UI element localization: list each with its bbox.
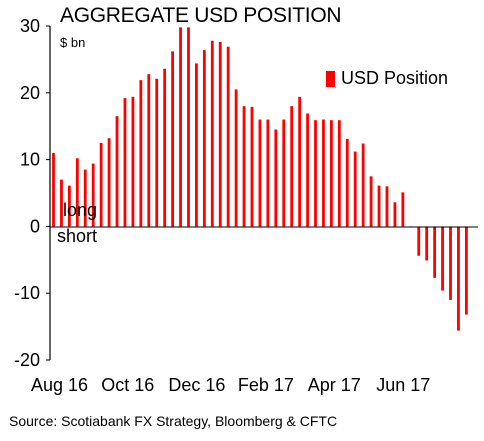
bar — [107, 138, 111, 227]
bar — [171, 51, 174, 227]
bar — [393, 202, 397, 227]
x-tick-label: Dec 16 — [168, 375, 225, 395]
bar — [179, 27, 182, 227]
bar — [330, 120, 333, 227]
bar — [441, 226, 444, 291]
bar — [91, 163, 95, 227]
x-tick-label: Aug 16 — [31, 375, 88, 395]
bar — [210, 40, 214, 227]
bar — [417, 226, 421, 256]
bar — [433, 226, 437, 278]
bar — [195, 63, 198, 227]
bar — [131, 96, 135, 227]
bar — [242, 106, 246, 227]
bar — [385, 186, 389, 227]
bar — [187, 27, 190, 227]
legend-swatch — [326, 70, 335, 87]
bar — [163, 68, 167, 227]
legend: USD Position — [326, 68, 448, 89]
bar — [226, 46, 230, 227]
bar — [449, 226, 452, 300]
bar — [234, 89, 238, 227]
bar — [139, 80, 143, 227]
bar — [361, 143, 365, 227]
source-note: Source: Scotiabank FX Strategy, Bloomber… — [9, 413, 338, 429]
bar — [464, 226, 468, 315]
bar — [202, 50, 206, 227]
bar — [322, 119, 325, 227]
bar — [99, 142, 103, 227]
bar — [306, 113, 309, 227]
bar — [60, 179, 63, 227]
legend-label: USD Position — [341, 68, 449, 88]
bar — [345, 138, 349, 227]
bar — [75, 158, 79, 227]
bar — [258, 119, 262, 227]
unit-label: $ bn — [60, 35, 86, 50]
bar — [155, 78, 159, 227]
bar — [83, 169, 87, 227]
bar — [147, 74, 151, 227]
bar — [218, 42, 222, 227]
bar — [298, 96, 302, 227]
chart-title: AGGREGATE USD POSITION — [60, 4, 342, 27]
annotation-short: short — [57, 226, 98, 246]
bar — [369, 176, 373, 227]
bar — [52, 152, 55, 227]
ticks-group: 30 20 10 0 -10 -20 Aug 16 Oct 16 Dec 16 Feb 17 Apr… — [14, 16, 430, 395]
bar — [123, 98, 127, 227]
bar — [314, 120, 317, 227]
bar — [67, 185, 71, 227]
y-tick-label: 30 — [20, 16, 40, 36]
x-tick-label: Jun 17 — [376, 375, 430, 395]
bar — [290, 106, 294, 227]
bar — [353, 151, 357, 227]
bars-group — [52, 27, 468, 331]
x-tick-label: Apr 17 — [308, 375, 361, 395]
bar — [250, 106, 254, 227]
bar — [401, 192, 405, 227]
y-tick-label: 0 — [30, 216, 40, 236]
bar — [457, 226, 460, 331]
bar — [282, 119, 286, 227]
bar — [115, 116, 119, 227]
y-tick-label: -10 — [14, 283, 40, 303]
y-tick-label: 20 — [20, 83, 40, 103]
bar — [266, 119, 270, 227]
x-tick-label: Oct 16 — [101, 375, 154, 395]
y-tick-label: 10 — [20, 150, 40, 170]
x-tick-label: Feb 17 — [238, 375, 294, 395]
y-tick-label: -20 — [14, 350, 40, 370]
annotation-long: long — [63, 200, 98, 220]
bar — [377, 185, 381, 227]
bar — [425, 226, 429, 261]
bar — [274, 129, 278, 227]
bar — [337, 120, 341, 227]
